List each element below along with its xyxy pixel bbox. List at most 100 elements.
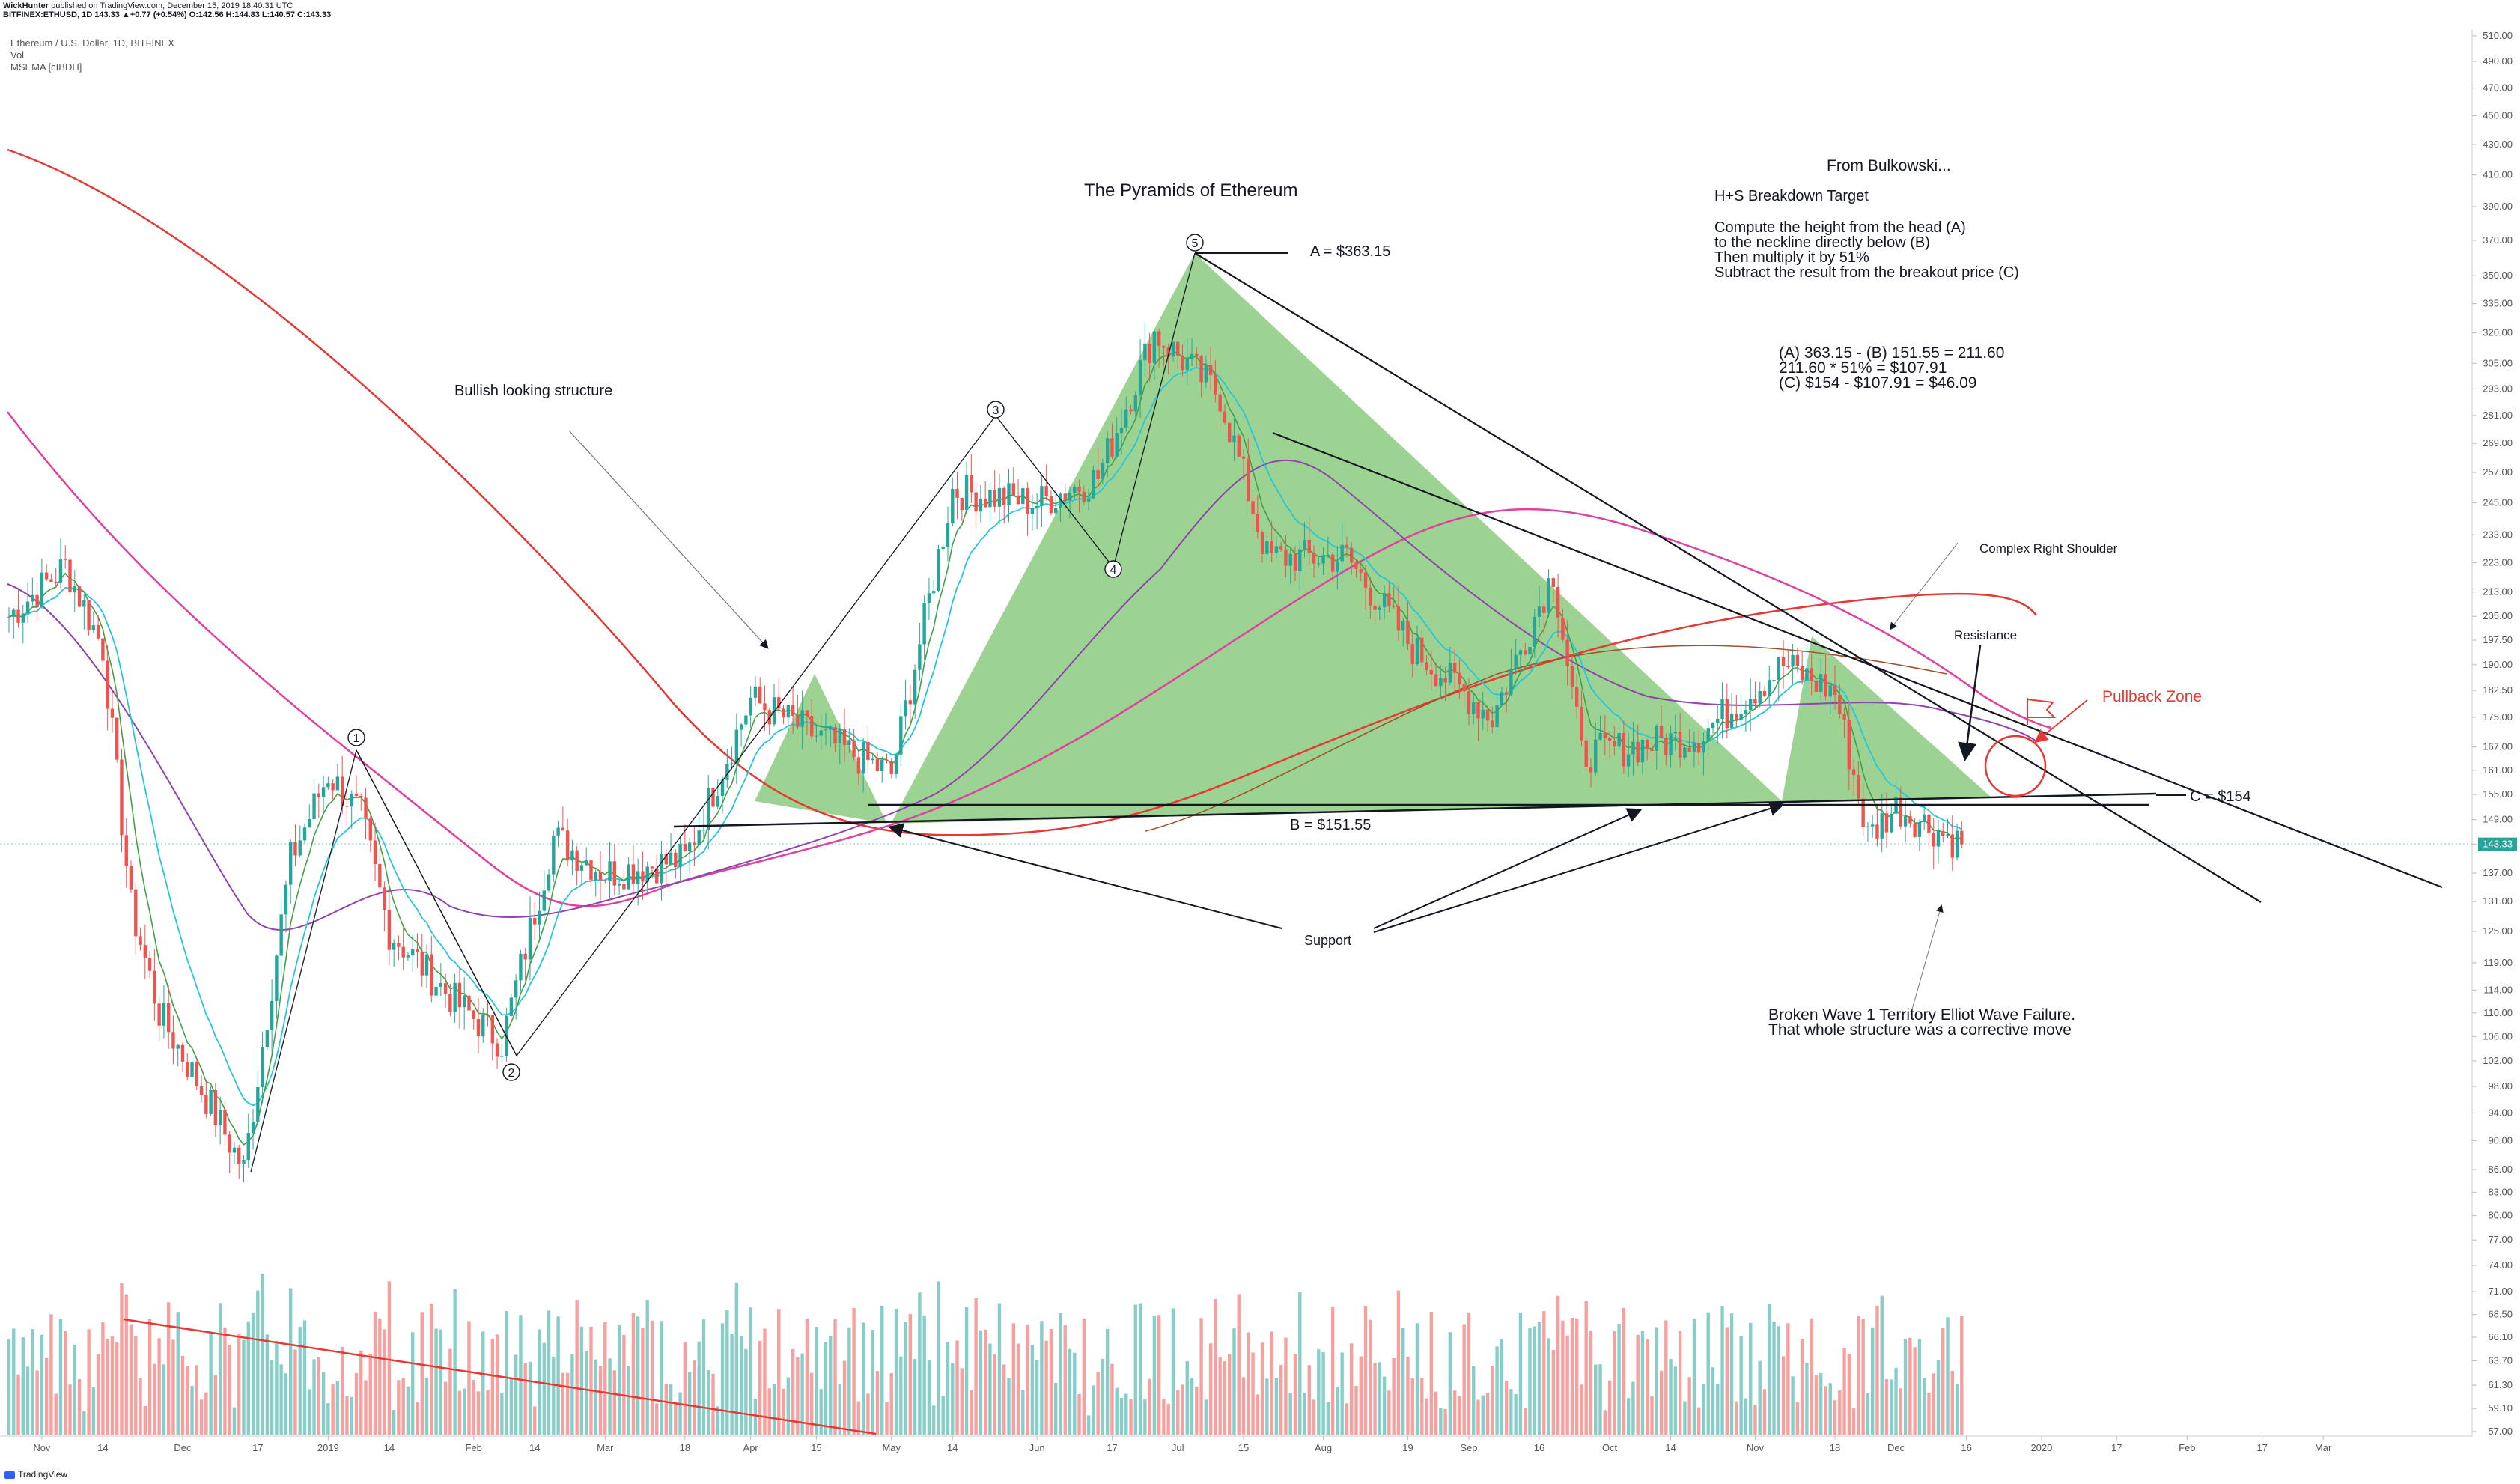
candle-body <box>833 727 837 744</box>
price-tick-label: 370.00 <box>2483 234 2513 246</box>
candle-body <box>1288 553 1292 566</box>
price-tick-label: 223.00 <box>2483 557 2513 568</box>
volume-bar <box>457 1390 462 1435</box>
candle-body <box>1791 654 1795 667</box>
candle-body <box>1504 692 1509 695</box>
candle-body <box>585 860 588 866</box>
candle-body <box>7 616 11 618</box>
candle-body <box>1382 593 1387 608</box>
volume-bar <box>720 1323 725 1435</box>
volume-bar <box>767 1388 771 1435</box>
volume-bar <box>970 1390 973 1435</box>
volume-bar <box>270 1360 274 1435</box>
candle-body <box>1420 637 1424 663</box>
candle-body <box>1340 544 1344 562</box>
volume-bar <box>669 1384 673 1435</box>
candle-body <box>147 958 152 971</box>
price-tick-label: 94.00 <box>2488 1107 2513 1118</box>
volume-bar <box>927 1360 931 1435</box>
candle-body <box>974 492 978 512</box>
volume-bar <box>1875 1305 1879 1435</box>
candle-body <box>1096 469 1100 479</box>
price-tick-label: 114.00 <box>2483 984 2513 995</box>
candle-body <box>655 868 659 884</box>
publish-info: published on TradingView.com, December 1… <box>51 1 293 10</box>
candle-body <box>1875 824 1879 839</box>
candle-body <box>1119 428 1124 434</box>
resistance-label: Resistance <box>1954 628 2017 642</box>
price-tick-label: 90.00 <box>2488 1134 2513 1146</box>
volume-bar <box>180 1355 185 1435</box>
candle-body <box>1312 553 1316 564</box>
candle-body <box>1580 706 1583 741</box>
price-axis[interactable]: 510.00 490.00 470.00 450.00 430.00 410.00 390.… <box>2471 30 2517 1437</box>
candle-body <box>1870 824 1875 827</box>
support-arrow-1 <box>888 823 1282 929</box>
volume-bar <box>791 1348 795 1435</box>
candle-body <box>1476 702 1480 719</box>
candle-body <box>1917 822 1922 837</box>
volume-bar <box>1777 1326 1780 1435</box>
time-tick-label: Nov <box>33 1442 51 1453</box>
candle-body <box>1805 668 1809 681</box>
candle-body <box>1298 549 1302 572</box>
candle-body <box>875 758 880 771</box>
volume-bar <box>1317 1349 1321 1435</box>
candle-body <box>166 1003 171 1033</box>
time-axis[interactable]: Nov 14 Dec 17 2019 14 Feb 14 Mar 18 Apr 15 May 14 Jun 1… <box>0 1435 2472 1453</box>
volume-bar <box>1472 1366 1476 1435</box>
candle-body <box>467 995 471 1011</box>
volume-bar <box>1171 1308 1175 1435</box>
volume-bar <box>1307 1365 1311 1435</box>
price-tick-label: 320.00 <box>2483 326 2513 338</box>
candle-body <box>1810 668 1813 681</box>
volume-bar <box>1551 1350 1556 1435</box>
volume-bar <box>880 1305 884 1435</box>
candle-body <box>1851 769 1856 776</box>
candle-body <box>472 1010 475 1019</box>
candle-body <box>1218 394 1222 412</box>
candle-body <box>1237 435 1241 457</box>
volume-bar <box>340 1346 344 1435</box>
volume-bar <box>528 1361 532 1435</box>
candle-body <box>594 872 597 881</box>
volume-bar <box>1814 1375 1819 1435</box>
candle-body <box>462 995 466 1008</box>
tradingview-footer[interactable]: TradingView <box>4 1469 67 1480</box>
volume-bar <box>1181 1384 1184 1435</box>
candle-body <box>1260 532 1264 555</box>
volume-bar <box>1303 1392 1306 1435</box>
candle-body <box>176 1044 180 1049</box>
candle-body <box>1570 665 1574 687</box>
volume-bar <box>1946 1317 1950 1435</box>
ema-brown <box>1145 645 1947 832</box>
candle-body <box>1884 813 1889 833</box>
bullish-label: Bullish looking structure <box>454 383 612 399</box>
candle-body <box>58 559 63 583</box>
candle-body <box>1115 433 1119 457</box>
candle-body <box>298 840 302 856</box>
candle-body <box>186 1062 189 1077</box>
candle-body <box>547 874 551 891</box>
volume-bar <box>1143 1399 1147 1435</box>
candle-body <box>1247 458 1250 502</box>
volume-bar <box>1406 1356 1410 1435</box>
volume-bar <box>500 1393 504 1435</box>
candle-body <box>1293 553 1297 572</box>
candle-body <box>847 740 851 745</box>
volume-bar <box>693 1360 696 1435</box>
candle-body <box>392 943 396 950</box>
candle-body <box>1589 767 1593 773</box>
volume-bar <box>1223 1361 1227 1435</box>
volume-bar <box>96 1354 100 1435</box>
candle-body <box>1363 572 1368 588</box>
volume-bar <box>1706 1312 1710 1435</box>
volume-bar <box>1805 1363 1809 1435</box>
candle-body <box>1565 639 1569 666</box>
volume-bar <box>979 1330 983 1435</box>
time-tick-label: Sep <box>1460 1442 1477 1453</box>
candle-body <box>345 806 349 807</box>
candle-body <box>1500 692 1504 705</box>
candle-body <box>871 758 874 761</box>
